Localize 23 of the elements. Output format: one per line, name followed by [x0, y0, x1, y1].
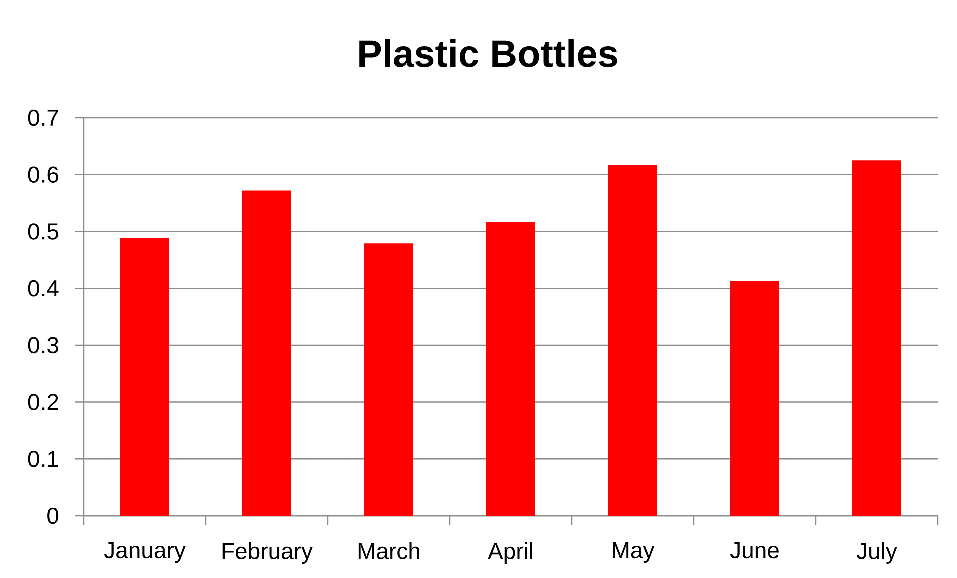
bar	[486, 222, 536, 516]
x-tick-label: February	[222, 542, 313, 564]
y-tick-label: 0	[48, 508, 59, 524]
x-tick-label: January	[104, 542, 186, 564]
y-tick-label: 0.4	[28, 280, 59, 297]
x-tick-label: May	[613, 542, 655, 564]
y-tick-label: 0.1	[28, 451, 58, 468]
chart-title: Plastic Bottles	[360, 39, 618, 68]
x-tick-label: April	[488, 542, 532, 564]
y-tick-label: 0.6	[28, 166, 58, 183]
y-tick-label: 0.7	[28, 110, 58, 126]
y-tick-label: 0.5	[28, 224, 58, 240]
bar	[242, 190, 292, 516]
x-tick-label: March	[358, 542, 420, 560]
bar	[120, 238, 170, 516]
bar	[852, 160, 902, 516]
y-tick-label: 0.2	[28, 394, 58, 410]
bar	[364, 244, 414, 516]
y-tick-label: 0.3	[28, 337, 58, 354]
x-tick-label: July	[856, 542, 898, 564]
bar	[608, 165, 658, 516]
x-tick-label: June	[730, 542, 779, 559]
bar	[730, 281, 780, 516]
